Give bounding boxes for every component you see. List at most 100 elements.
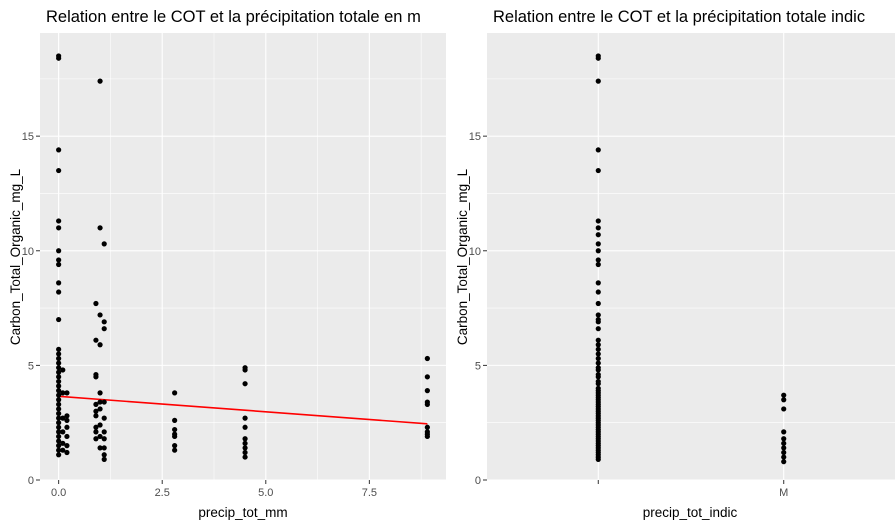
chart-left-point <box>56 438 62 444</box>
chart-left-point <box>97 399 103 405</box>
chart-left-point <box>60 429 66 435</box>
chart-left-point <box>93 337 99 343</box>
chart-left-point <box>172 443 178 449</box>
chart-right-point <box>595 232 601 238</box>
chart-right-title: Relation entre le COT et la précipitatio… <box>493 8 865 26</box>
chart-right-points <box>595 53 787 465</box>
chart-right-point <box>595 218 601 224</box>
chart-right-y-tick-label: 0 <box>475 475 481 487</box>
chart-right-y-axis-title: Carbon_Total_Organic_mg_L <box>455 168 470 345</box>
chart-left-point <box>93 300 99 307</box>
chart-left: Relation entre le COT et la précipitatio… <box>8 8 446 520</box>
chart-left-point <box>56 401 62 407</box>
chart-left-point <box>93 401 99 407</box>
chart-left-point <box>56 447 62 453</box>
chart-right-point <box>595 360 601 366</box>
chart-left-point <box>56 360 62 366</box>
chart-left-point <box>97 78 103 84</box>
chart-left-y-axis: 0 5 10 15 <box>22 131 40 487</box>
chart-left-point <box>97 312 103 318</box>
chart-left-point <box>56 424 62 430</box>
chart-right-point <box>595 147 601 153</box>
chart-left-title: Relation entre le COT et la précipitatio… <box>46 8 421 26</box>
chart-right-point <box>781 459 787 465</box>
chart-right-point <box>595 289 601 295</box>
chart-left-point <box>101 452 107 458</box>
chart-left-point <box>60 367 66 373</box>
chart-right-point <box>781 436 787 442</box>
chart-left-point <box>101 436 107 442</box>
chart-left-point <box>97 390 103 396</box>
chart-right-point <box>595 167 601 174</box>
chart-left-point <box>60 415 66 421</box>
chart-left-point <box>242 424 248 430</box>
chart-left-point <box>56 351 62 357</box>
chart-left-point <box>101 399 107 405</box>
chart-left-point <box>56 261 62 268</box>
chart-left-y-axis-title: Carbon_Total_Organic_mg_L <box>8 168 23 345</box>
chart-left-trend-line <box>58 395 428 425</box>
chart-left-point <box>56 410 62 417</box>
chart-left-x-axis-title: precip_tot_mm <box>198 505 287 520</box>
chart-right-x-axis-title: precip_tot_indic <box>643 505 738 520</box>
chart-left-point <box>56 257 62 263</box>
chart-left-point <box>56 55 62 61</box>
chart-left-point <box>242 449 248 456</box>
chart-left-point <box>60 447 66 453</box>
chart-left-point <box>97 445 103 451</box>
chart-left-trend <box>58 395 428 425</box>
chart-right-point <box>781 440 787 446</box>
chart-left-point <box>56 365 62 371</box>
chart-left-panel <box>40 33 446 480</box>
chart-left-point <box>172 390 178 396</box>
chart-right-point <box>595 337 601 343</box>
chart-left-point <box>93 424 99 430</box>
chart-left-point <box>242 445 248 451</box>
chart-left-point <box>172 433 178 440</box>
chart-left-point <box>64 443 70 449</box>
chart-right-x-tick-label: M <box>779 487 788 499</box>
chart-left-x-tick-label: 2.5 <box>155 487 170 499</box>
chart-left-point <box>242 436 248 442</box>
chart-left-point <box>64 433 70 440</box>
chart-right-point <box>781 454 787 460</box>
chart-right-point <box>595 367 601 373</box>
chart-right-point <box>595 55 601 61</box>
chart-right-panel <box>487 33 895 480</box>
chart-left-point <box>56 355 62 362</box>
chart-right-point <box>781 429 787 435</box>
chart-left-point <box>242 415 248 421</box>
chart-right-point <box>595 280 601 286</box>
chart-right-point <box>595 456 601 462</box>
chart-left-x-tick-label: 7.5 <box>362 487 377 499</box>
chart-right-point <box>781 445 787 451</box>
chart-left-point <box>56 433 62 440</box>
chart-right-point <box>595 374 601 380</box>
chart-right-point <box>781 449 787 456</box>
chart-right-point <box>595 78 601 84</box>
chart-right-point <box>595 342 601 348</box>
chart-left-point <box>93 374 99 380</box>
chart-right-point <box>781 406 787 412</box>
chart-left-point <box>56 167 62 174</box>
chart-left-point <box>242 381 248 387</box>
chart-left-point <box>424 401 430 407</box>
chart-left-point <box>172 447 178 453</box>
chart-left-point <box>56 280 62 286</box>
chart-right-y-axis: 0 5 10 15 <box>469 131 487 487</box>
chart-left-point <box>56 406 62 412</box>
chart-left-point <box>97 225 103 231</box>
chart-left-point <box>93 408 99 414</box>
chart-left-point <box>101 326 107 332</box>
chart-left-point <box>64 413 70 419</box>
chart-left-point <box>93 413 99 419</box>
chart-left-point <box>56 225 62 231</box>
chart-left-point <box>93 429 99 435</box>
chart-right-y-tick-label: 15 <box>469 131 481 143</box>
chart-left-point <box>242 367 248 373</box>
chart-left-point <box>56 415 62 421</box>
chart-left-point <box>56 248 62 254</box>
chart-right-point <box>595 241 601 247</box>
chart-left-x-tick-label: 5.0 <box>258 487 273 499</box>
